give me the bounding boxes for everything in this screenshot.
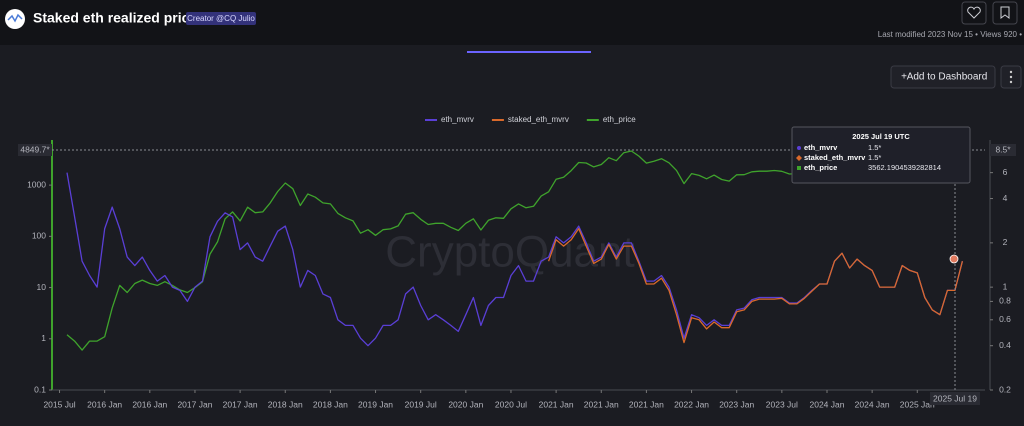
y-tick-label: 10	[37, 282, 47, 292]
watermark: CryptoQuant	[385, 228, 634, 277]
x-tick-label: 2024 Jan	[855, 399, 890, 409]
crosshair-x-box	[930, 392, 980, 405]
x-tick-label: 2018 Jan	[268, 399, 303, 409]
y2-tick-label: 2	[1003, 237, 1008, 247]
logo-icon	[7, 13, 23, 23]
creator-badge[interactable]	[186, 12, 256, 25]
x-tick-label: 2024 Jan	[809, 399, 844, 409]
tooltip-value: 1.5*	[868, 153, 881, 162]
add-dashboard-label[interactable]: Add to Dashboard	[907, 72, 988, 83]
crosshair-y2-label: 8.5*	[995, 144, 1011, 154]
tooltip-value: 3562.1904539282814	[868, 163, 941, 172]
dot	[1009, 80, 1013, 84]
crosshair-y2-box	[990, 144, 1016, 156]
y-tick-label: 1000	[27, 179, 46, 189]
x-tick-label: 2018 Jan	[313, 399, 348, 409]
legend-label: eth_price	[603, 115, 636, 124]
tooltip-name: staked_eth_mvrv	[804, 153, 866, 162]
tooltip-name: eth_mvrv	[804, 143, 838, 152]
x-tick-label: 2016 Jan	[87, 399, 122, 409]
x-tick-label: 2021 Jan	[584, 399, 619, 409]
x-tick-label: 2017 Jan	[177, 399, 212, 409]
x-tick-label: 2020 Jan	[448, 399, 483, 409]
y2-tick-label: 0.2	[999, 384, 1011, 394]
x-tick-label: 2021 Jan	[629, 399, 664, 409]
tooltip-swatch	[797, 166, 801, 170]
bookmark-button[interactable]	[992, 1, 1018, 25]
x-tick-label: 2023 Jan	[719, 399, 754, 409]
dot	[1009, 75, 1013, 79]
y2-tick-label: 0.4	[999, 340, 1011, 350]
x-tick-label: 2016 Jan	[132, 399, 167, 409]
x-tick-label: 2022 Jan	[674, 399, 709, 409]
x-tick-label: 2020 Jul	[495, 399, 527, 409]
plot: 0.1 1 10 100 1000 0.2 0.4 0.6 0.8 1 2 4 6 2015 Jul 201…	[27, 115, 1011, 409]
title: Staked eth realized prices	[33, 10, 205, 26]
x-tick-label: 2015 Jul	[43, 399, 75, 409]
hover-marker	[949, 254, 959, 264]
meta-info: Last modified 2023 Nov 15 • Views 920 •	[878, 30, 1022, 39]
y-tick-label: 0.1	[34, 384, 46, 394]
legend-label: staked_eth_mvrv	[508, 115, 569, 124]
plus-icon: +	[901, 72, 907, 83]
tooltip	[791, 126, 971, 184]
tooltip-value: 1.5*	[868, 143, 881, 152]
series-line	[547, 227, 964, 344]
add-dashboard-button[interactable]	[890, 65, 996, 89]
tooltip-swatch	[796, 155, 802, 161]
y2-tick-label: 0.8	[999, 296, 1011, 306]
x-tick-label: 2019 Jan	[358, 399, 393, 409]
creator-badge-text[interactable]: Creator @CQ Julio	[187, 14, 255, 23]
tab-indicator	[467, 51, 591, 53]
x-tick-label: 2023 Jul	[766, 399, 798, 409]
crosshair-y-box	[18, 144, 52, 156]
like-button[interactable]	[961, 1, 987, 25]
chart-card	[0, 45, 1024, 426]
y2-tick-label: 1	[1003, 281, 1008, 291]
tooltip-name: eth_price	[804, 163, 837, 172]
y2-tick-label: 0.6	[999, 314, 1011, 324]
x-tick-label: 2025 Jan	[900, 399, 935, 409]
x-tick-label: 2017 Jan	[223, 399, 258, 409]
tooltip-swatch	[797, 146, 801, 150]
y2-tick-label: 4	[1003, 193, 1008, 203]
x-tick-label: 2021 Jan	[539, 399, 574, 409]
tooltip-title: 2025 Jul 19 UTC	[852, 132, 910, 141]
header-bar	[0, 0, 1024, 45]
y2-tick-label: 6	[1003, 167, 1008, 177]
x-tick-label: 2019 Jul	[405, 399, 437, 409]
y-tick-label: 100	[32, 231, 46, 241]
bookmark-icon	[1000, 6, 1010, 19]
heart-icon	[967, 6, 981, 19]
logo	[5, 9, 25, 29]
legend-label: eth_mvrv	[441, 115, 474, 124]
y-tick-label: 1	[41, 333, 46, 343]
dot	[1009, 70, 1013, 74]
crosshair-x-label: 2025 Jul 19	[933, 393, 977, 403]
crosshair-y-label: 4849.7*	[20, 144, 50, 154]
